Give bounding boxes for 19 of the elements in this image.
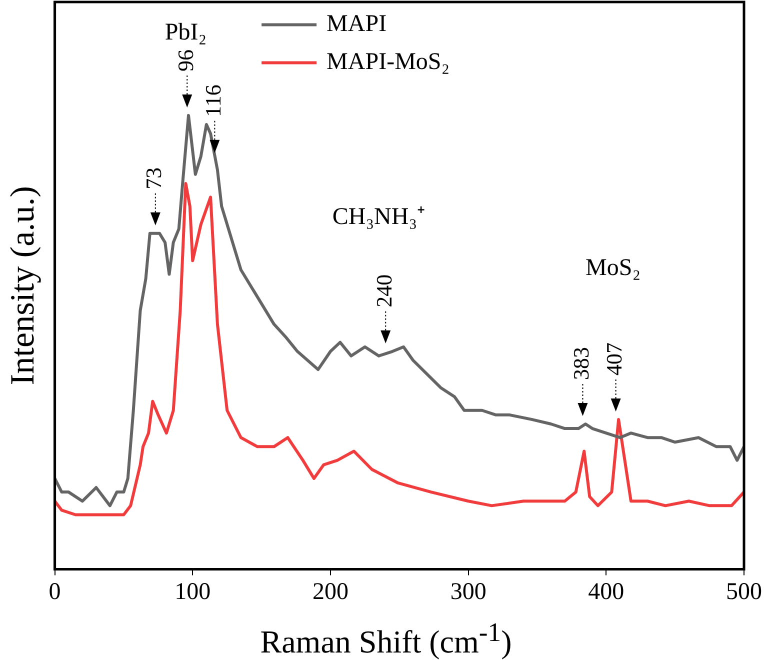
annotation: 407 bbox=[602, 342, 627, 376]
legend-label: MAPI-MoS₂ bbox=[326, 48, 450, 75]
x-tick-label: 400 bbox=[588, 578, 624, 605]
annotation: 116 bbox=[200, 84, 226, 117]
x-axis-title: Raman Shift (cm$^{-1}$) bbox=[259, 616, 513, 662]
annotation: 240 bbox=[371, 274, 396, 308]
x-tick-label: 0 bbox=[48, 578, 61, 605]
annotation: 73 bbox=[141, 167, 166, 190]
x-tick-label: 100 bbox=[174, 578, 211, 605]
annotation: 383 bbox=[568, 346, 594, 380]
text: PbI₂ bbox=[164, 19, 207, 46]
y-axis-title: Intensity (a.u.) bbox=[4, 186, 42, 386]
legend-label: MAPI bbox=[326, 10, 387, 37]
annotation: 96 bbox=[172, 49, 198, 72]
annotation: CH₃NH₃⁺ bbox=[332, 204, 426, 230]
x-tick-label: 200 bbox=[312, 578, 348, 605]
x-tick-label: 500 bbox=[726, 578, 762, 605]
annotation: MoS₂ bbox=[586, 254, 641, 281]
x-tick-label: 300 bbox=[450, 578, 486, 605]
